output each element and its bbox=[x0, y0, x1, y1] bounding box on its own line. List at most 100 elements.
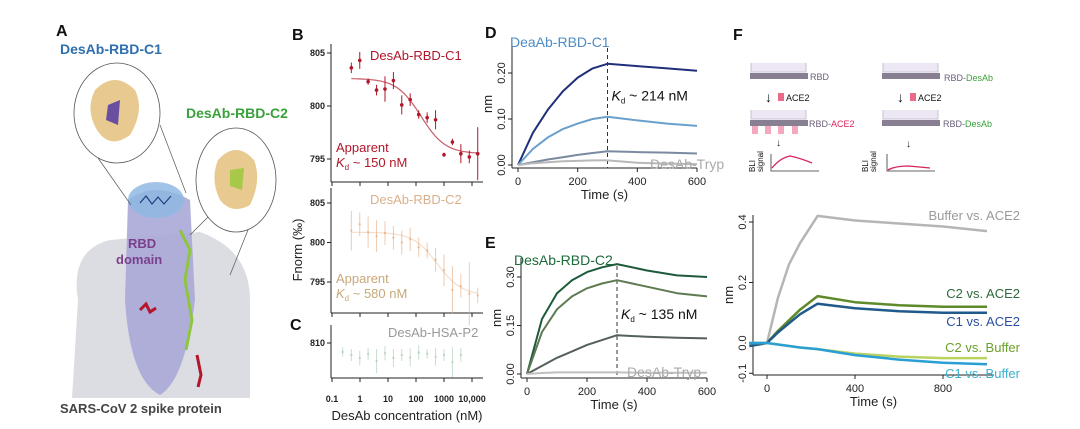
rbd-label: RBD bbox=[810, 72, 830, 82]
data-point bbox=[459, 284, 463, 288]
data-point bbox=[450, 140, 455, 144]
c1-label: DesAb-RBD-C1 bbox=[60, 41, 162, 57]
y-axis-label: nm bbox=[480, 95, 495, 113]
x-tick-label: 0 bbox=[515, 176, 521, 188]
panel-a: A DesAb-RBD-C1 DesAb-RBD-C2 RBD dom bbox=[56, 23, 288, 416]
mini-bli-curve bbox=[887, 165, 931, 171]
x-axis-label: DesAb concentration (nM) bbox=[331, 408, 482, 423]
fit-curve bbox=[351, 231, 478, 294]
data-point bbox=[468, 292, 471, 296]
data-point bbox=[467, 155, 472, 159]
y-tick-label: 0.00 bbox=[496, 154, 508, 175]
x-axis-label: Time (s) bbox=[590, 397, 637, 412]
data-point bbox=[350, 353, 353, 357]
bli-plot-e: 0 200 400 600 0.00 0.15 0.30 Time (s) nm DesAb-RB… bbox=[489, 252, 716, 412]
data-point bbox=[442, 152, 446, 157]
series-label: C2 vs. ACE2 bbox=[946, 286, 1020, 301]
signal-ylabel: signal bbox=[756, 151, 765, 172]
data-point bbox=[358, 356, 361, 360]
data-point bbox=[366, 352, 370, 355]
x-tick-label: 10,000 bbox=[458, 394, 486, 404]
schematic-right: RBD-DesAb ↓ ACE2 RBD-DesAb ↓ BLI signal bbox=[861, 63, 993, 172]
data-point bbox=[400, 241, 403, 244]
data-point bbox=[392, 356, 395, 360]
schematic-left: RBD ↓ ACE2 RBD-ACE2 ↓ BLI signal bbox=[748, 63, 855, 172]
data-point bbox=[476, 294, 479, 297]
data-point bbox=[433, 117, 438, 122]
y-tick-label: 0.30 bbox=[505, 266, 517, 287]
data-point bbox=[400, 353, 403, 357]
data-point bbox=[459, 353, 463, 357]
data-point bbox=[425, 249, 429, 252]
spike-caption: SARS-CoV 2 spike protein bbox=[60, 401, 222, 416]
c2-label: DesAb-RBD-C2 bbox=[186, 105, 288, 121]
series-line-buffer-vs-ace2 bbox=[749, 214, 988, 345]
series-line-high bbox=[517, 62, 698, 166]
down-arrow-icon: ↓ bbox=[765, 89, 772, 105]
data-point bbox=[451, 361, 454, 364]
y-tick-label: 805 bbox=[310, 198, 325, 208]
x-axis-label: Time (s) bbox=[581, 187, 628, 202]
y-tick-label: 0.20 bbox=[496, 62, 508, 83]
x-axis-label: Time (s) bbox=[850, 394, 897, 409]
ace2-label: ACE2 bbox=[786, 93, 810, 103]
x-tick-label: 600 bbox=[688, 176, 706, 188]
control-label: DesAb-Tryp bbox=[627, 364, 701, 380]
apparent-label: Apparent bbox=[336, 140, 389, 155]
x-tick-label: 1 bbox=[357, 394, 362, 404]
y-axis-label: Fnorm (‰) bbox=[290, 219, 305, 282]
data-point bbox=[366, 79, 370, 84]
domain-label: domain bbox=[116, 252, 162, 267]
bli-schematic: RBD ↓ ACE2 RBD-ACE2 ↓ BLI signal RBD-Des… bbox=[748, 63, 993, 172]
mini-bli-curve bbox=[771, 155, 813, 169]
data-point bbox=[408, 356, 412, 359]
control-label: DesAb-Tryp bbox=[650, 156, 724, 172]
y-tick-label: 0.4 bbox=[737, 214, 749, 229]
x-tick-label: 0 bbox=[764, 383, 770, 395]
data-point bbox=[408, 238, 412, 241]
kd-annotation: Kd ~ 580 nM bbox=[336, 286, 407, 303]
series-line-desab-tryp bbox=[526, 371, 707, 375]
bli-ylabel: BLI bbox=[748, 160, 757, 172]
rbd-label: RBD bbox=[128, 236, 156, 251]
series-title: DesAb-RBD-C1 bbox=[370, 48, 462, 63]
data-point bbox=[383, 352, 387, 355]
x-tick-label: 200 bbox=[568, 176, 586, 188]
y-tick-label: 0.0 bbox=[737, 335, 749, 350]
fit-curve bbox=[351, 78, 478, 154]
x-tick-label: 400 bbox=[628, 176, 646, 188]
x-tick-label: 1000 bbox=[434, 394, 454, 404]
x-tick-label: 200 bbox=[578, 386, 596, 398]
y-tick-label: 800 bbox=[310, 101, 325, 111]
series-line-low bbox=[517, 150, 698, 166]
kd-annotation: Kd ~ 135 nM bbox=[621, 306, 697, 324]
kd-annotation: Kd ~ 150 nM bbox=[336, 155, 407, 172]
kd-annotation: Kd ~ 214 nM bbox=[612, 88, 688, 106]
down-arrow-icon: ↓ bbox=[776, 138, 781, 149]
bli-plot-f: 0 400 800 -0.1 0.0 0.2 0.4 Time (s) nm Buffer vs.… bbox=[721, 208, 1021, 409]
panel-label-e: E bbox=[485, 235, 496, 252]
data-point bbox=[350, 229, 353, 232]
down-arrow-icon: ↓ bbox=[897, 89, 904, 105]
data-point bbox=[392, 236, 395, 239]
down-arrow-icon: ↓ bbox=[906, 139, 911, 150]
y-tick-label: 0.10 bbox=[496, 108, 508, 129]
series-label: Buffer vs. ACE2 bbox=[928, 208, 1020, 223]
c2-zoom-inset bbox=[189, 127, 277, 276]
apparent-label: Apparent bbox=[336, 271, 389, 286]
series-line-c1-vs-ace2 bbox=[749, 302, 987, 348]
data-point bbox=[425, 352, 429, 355]
data-point bbox=[425, 115, 429, 120]
data-point bbox=[341, 350, 344, 354]
x-tick-label: 400 bbox=[638, 386, 656, 398]
data-point bbox=[374, 88, 379, 92]
series-line-high bbox=[526, 263, 708, 375]
series-label: C1 vs. ACE2 bbox=[946, 314, 1020, 329]
series-line-c1-vs-buffer bbox=[749, 341, 988, 366]
series-line-mid bbox=[517, 115, 698, 166]
y-tick-label: 0.2 bbox=[737, 275, 749, 290]
panel-label-f: F bbox=[733, 27, 743, 44]
data-point bbox=[391, 78, 396, 83]
data-point bbox=[383, 231, 387, 235]
bli-plot-d: 0 200 400 600 0.00 0.10 0.20 Time (s) nm DeaAb-RB… bbox=[480, 34, 724, 202]
